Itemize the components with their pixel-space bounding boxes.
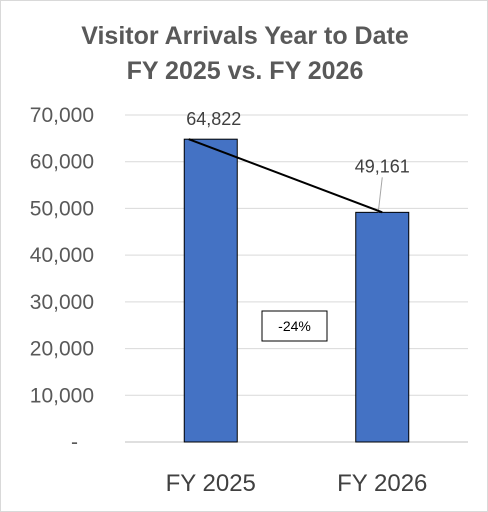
y-tick-label: 40,000 xyxy=(30,244,94,267)
chart-title-line1: Visitor Arrivals Year to Date xyxy=(81,22,409,50)
x-category-label: FY 2025 xyxy=(166,470,256,497)
y-tick-label: - xyxy=(71,431,78,454)
data-label: 64,822 xyxy=(186,109,241,129)
y-tick-label: 50,000 xyxy=(30,197,94,220)
chart-title-line2: FY 2025 vs. FY 2026 xyxy=(126,57,364,85)
bar xyxy=(355,211,410,443)
y-tick-label: 20,000 xyxy=(30,338,94,361)
data-label-leader xyxy=(377,177,383,213)
bar xyxy=(183,138,238,443)
y-tick-label: 30,000 xyxy=(30,291,94,314)
y-tick-label: 70,000 xyxy=(30,104,94,127)
trend-line xyxy=(188,138,383,214)
y-tick-label: 60,000 xyxy=(30,151,94,174)
data-label: 49,161 xyxy=(355,156,410,176)
x-category-label: FY 2026 xyxy=(337,470,427,497)
chart-title: Visitor Arrivals Year to Date FY 2025 vs… xyxy=(1,19,488,89)
annotation-box xyxy=(261,310,328,342)
y-tick-label: 10,000 xyxy=(30,384,94,407)
annotation-text: -24% xyxy=(278,318,311,334)
